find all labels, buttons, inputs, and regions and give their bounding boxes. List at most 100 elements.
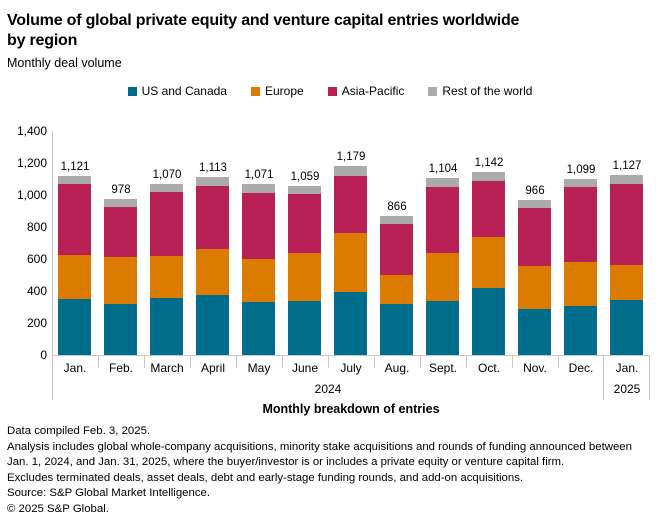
segment-asia-pacific	[150, 191, 183, 257]
segment-asia-pacific	[196, 186, 229, 249]
legend: US and Canada Europe Asia-Pacific Rest of t…	[0, 84, 660, 98]
segment-rest-of-the-world	[518, 200, 551, 209]
bar-10	[472, 172, 505, 355]
segment-us-and-canada	[518, 309, 551, 355]
bar-7	[334, 166, 367, 355]
bar-4	[196, 176, 229, 355]
bar-11	[518, 200, 551, 355]
bar-13	[610, 174, 643, 355]
year-separator-line	[603, 355, 604, 400]
legend-swatch-icon	[250, 86, 260, 96]
y-tick-label: 1,200	[16, 156, 47, 170]
x-tick	[328, 355, 329, 368]
bar-total-label: 1,179	[336, 151, 366, 164]
segment-us-and-canada	[610, 299, 643, 355]
segment-europe	[564, 262, 597, 307]
year-separator-line	[649, 355, 650, 400]
footnote-line-2: Analysis includes global whole-company a…	[7, 440, 632, 469]
bar-total-label: 1,104	[428, 163, 458, 176]
segment-rest-of-the-world	[104, 198, 137, 208]
bar-5	[242, 183, 275, 355]
x-tick-label: Feb.	[108, 361, 133, 375]
x-tick-label: Nov.	[523, 361, 547, 375]
bar-2	[104, 198, 137, 355]
segment-europe	[426, 252, 459, 301]
x-tick	[558, 355, 559, 368]
x-tick	[420, 355, 421, 368]
segment-rest-of-the-world	[426, 178, 459, 188]
x-tick	[144, 355, 145, 368]
segment-asia-pacific	[104, 207, 137, 258]
y-tick-label: 200	[26, 316, 47, 330]
segment-asia-pacific	[242, 193, 275, 259]
segment-asia-pacific	[288, 194, 321, 253]
segment-us-and-canada	[104, 303, 137, 355]
bar-1	[58, 175, 91, 355]
segment-asia-pacific	[472, 180, 505, 237]
bar-total-label: 1,099	[566, 164, 596, 177]
x-tick-label: July	[340, 361, 362, 375]
segment-us-and-canada	[334, 292, 367, 355]
segment-rest-of-the-world	[288, 185, 321, 195]
legend-swatch-icon	[127, 86, 137, 96]
chart-subtitle: Monthly deal volume	[7, 56, 122, 70]
legend-item-us-and-canada: US and Canada	[127, 84, 227, 98]
bar-8	[380, 216, 413, 355]
bar-6	[288, 185, 321, 355]
segment-europe	[58, 254, 91, 299]
x-tick-label: Sept.	[428, 361, 458, 375]
segment-us-and-canada	[564, 306, 597, 355]
bar-9	[426, 178, 459, 355]
segment-us-and-canada	[58, 299, 91, 355]
y-axis-line	[52, 131, 53, 400]
segment-asia-pacific	[426, 187, 459, 253]
chart-canvas: Monthly breakdown of entries 0 200 400 600 8…	[0, 118, 660, 420]
bar-total-label: 1,059	[290, 170, 320, 183]
legend-label: Asia-Pacific	[341, 84, 405, 98]
axis-bottom-left-line	[52, 355, 53, 400]
x-tick-label: April	[200, 361, 225, 375]
segment-rest-of-the-world	[242, 183, 275, 194]
segment-europe	[104, 257, 137, 304]
segment-us-and-canada	[150, 297, 183, 355]
segment-asia-pacific	[518, 208, 551, 267]
legend-swatch-icon	[428, 86, 438, 96]
chart-title-line1: Volume of global private equity and vent…	[7, 12, 520, 29]
legend-label: Rest of the world	[442, 84, 533, 98]
segment-rest-of-the-world	[196, 176, 229, 187]
x-tick	[466, 355, 467, 368]
footnote-line-3: Excludes terminated deals, asset deals, …	[7, 471, 524, 484]
segment-us-and-canada	[380, 303, 413, 355]
x-tick	[190, 355, 191, 368]
bar-total-label: 978	[111, 183, 131, 196]
segment-rest-of-the-world	[58, 175, 91, 185]
legend-item-europe: Europe	[250, 84, 304, 98]
legend-item-asia-pacific: Asia-Pacific	[327, 84, 405, 98]
bar-total-label: 966	[525, 185, 545, 198]
year-label-2025: 2025	[613, 382, 641, 396]
chart-title: Volume of global private equity and vent…	[7, 11, 647, 51]
bar-12	[564, 179, 597, 355]
segment-rest-of-the-world	[564, 179, 597, 188]
bar-total-label: 1,070	[152, 168, 182, 181]
segment-europe	[380, 275, 413, 304]
x-axis-line	[52, 355, 650, 356]
x-tick	[512, 355, 513, 368]
segment-us-and-canada	[196, 295, 229, 355]
segment-europe	[242, 258, 275, 302]
segment-us-and-canada	[288, 300, 321, 355]
x-tick	[98, 355, 99, 368]
segment-us-and-canada	[472, 287, 505, 355]
x-tick	[374, 355, 375, 368]
footnote-line-1: Data compiled Feb. 3, 2025.	[7, 425, 151, 437]
footnote-line-5: © 2025 S&P Global.	[7, 502, 109, 515]
x-tick-label: Aug.	[384, 361, 410, 375]
segment-us-and-canada	[242, 301, 275, 355]
footnote-line-4: Source: S&P Global Market Intelligence.	[7, 487, 211, 500]
x-tick-label: Oct.	[477, 361, 500, 375]
legend-swatch-icon	[327, 86, 337, 96]
segment-asia-pacific	[610, 183, 643, 265]
x-tick-label: Jan.	[615, 361, 639, 375]
x-tick-label: Dec.	[568, 361, 594, 375]
segment-rest-of-the-world	[334, 166, 367, 176]
